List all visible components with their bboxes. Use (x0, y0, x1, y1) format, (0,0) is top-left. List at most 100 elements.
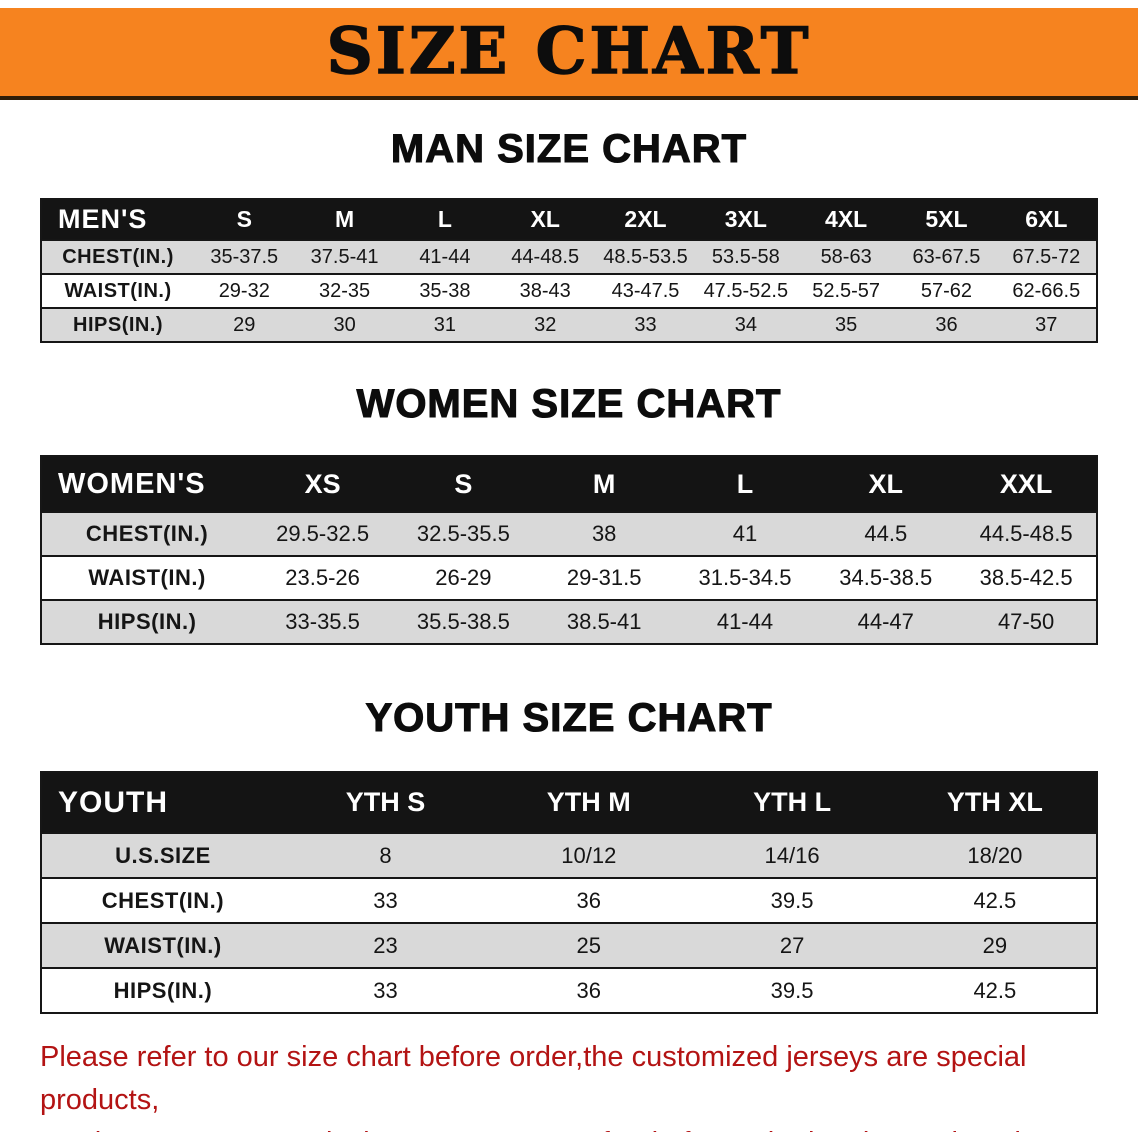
table-header-row: YOUTH YTH S YTH M YTH L YTH XL (41, 772, 1097, 833)
row-label: HIPS(IN.) (113, 977, 213, 1003)
table-header-row: MEN'S S M L XL 2XL 3XL 4XL 5XL 6XL (41, 199, 1097, 240)
size-value: 14/16 (764, 842, 820, 868)
size-value: 23.5-26 (285, 565, 360, 590)
size-value: 34 (734, 313, 757, 336)
size-value: 35 (835, 313, 858, 336)
size-value: 42.5 (973, 977, 1017, 1003)
table-row: WAIST(IN.) 23.5-26 26-29 29-31.5 31.5-34.5 34… (41, 556, 1097, 600)
size-value: 52.5-57 (812, 279, 881, 302)
size-value: 29-31.5 (566, 565, 642, 590)
row-label: WAIST(IN.) (104, 932, 222, 958)
women-size-table: WOMEN'S XS S M L XL XXL CHEST(IN.) 29.5-32.5 32.5… (40, 455, 1098, 645)
size-value: 44.5 (864, 521, 908, 546)
table-corner-label: WOMEN'S (41, 456, 253, 512)
size-value: 44-48.5 (511, 245, 580, 268)
size-value: 29 (233, 313, 256, 336)
size-column-header: M (294, 199, 395, 240)
size-column-header: S (392, 456, 534, 512)
row-label: WAIST(IN.) (64, 279, 172, 302)
size-column-header: 5XL (896, 199, 997, 240)
women-section-title: WOMEN SIZE CHART (356, 381, 782, 426)
size-column-header: YTH M (487, 772, 691, 833)
size-value: 39.5 (770, 977, 814, 1003)
size-value: 44-47 (857, 609, 914, 634)
size-value: 58-63 (820, 245, 872, 268)
youth-size-table: YOUTH YTH S YTH M YTH L YTH XL U.S.SIZE 8 10/12… (40, 771, 1098, 1014)
size-value: 36 (576, 977, 602, 1003)
size-column-header: YTH L (690, 772, 894, 833)
size-column-header: XS (252, 456, 393, 512)
size-value: 32 (534, 313, 557, 336)
size-column-header: YTH XL (893, 772, 1097, 833)
size-column-header: 4XL (795, 199, 897, 240)
size-value: 48.5-53.5 (603, 245, 688, 268)
size-value: 38.5-42.5 (979, 565, 1073, 590)
size-value: 47-50 (997, 609, 1055, 634)
table-row: HIPS(IN.) 29 30 31 32 33 34 35 36 37 (41, 308, 1097, 342)
size-value: 33 (373, 977, 398, 1003)
size-value: 37.5-41 (310, 245, 379, 268)
size-value: 23 (373, 932, 398, 958)
row-label: CHEST(IN.) (85, 521, 209, 546)
disclaimer: Please refer to our size chart before or… (40, 1036, 1100, 1132)
size-value: 29 (982, 932, 1008, 958)
size-value: 36 (576, 887, 602, 913)
youth-section-title: YOUTH SIZE CHART (365, 695, 773, 740)
size-value: 37 (1035, 313, 1058, 336)
size-value: 33 (634, 313, 657, 336)
size-value: 41-44 (716, 609, 774, 634)
size-value: 38 (591, 521, 617, 546)
size-value: 35-38 (419, 279, 471, 302)
disclaimer-line-2: we don't accept cancel, change, teturn o… (40, 1122, 1100, 1132)
men-size-table: MEN'S S M L XL 2XL 3XL 4XL 5XL 6XL CHEST(IN.) 35-37… (40, 198, 1098, 343)
size-value: 35-37.5 (210, 245, 279, 268)
size-column-header: L (674, 456, 816, 512)
size-value: 33-35.5 (285, 609, 360, 634)
row-label: HIPS(IN.) (73, 313, 164, 336)
men-section-title: MAN SIZE CHART (390, 126, 748, 171)
size-value: 53.5-58 (711, 245, 780, 268)
size-value: 38.5-41 (566, 609, 642, 634)
row-label: WAIST(IN.) (88, 565, 206, 590)
size-value: 39.5 (770, 887, 814, 913)
size-value: 18/20 (967, 842, 1023, 868)
row-label: CHEST(IN.) (101, 887, 225, 913)
men-section: MAN SIZE CHART MEN'S S M L XL 2XL 3XL 4XL 5XL 6XL… (0, 126, 1138, 343)
size-value: 35.5-38.5 (416, 609, 510, 634)
size-column-header: XL (495, 199, 596, 240)
table-header-row: WOMEN'S XS S M L XL XXL (41, 456, 1097, 512)
size-value: 10/12 (561, 842, 617, 868)
table-row: CHEST(IN.) 35-37.5 37.5-41 41-44 44-48.5 48.5… (41, 240, 1097, 274)
size-value: 63-67.5 (912, 245, 981, 268)
row-label: U.S.SIZE (115, 842, 211, 868)
table-row: WAIST(IN.) 29-32 32-35 35-38 38-43 43-47.5 47.… (41, 274, 1097, 308)
size-value: 33 (373, 887, 398, 913)
table-row: HIPS(IN.) 33 36 39.5 42.5 (41, 968, 1097, 1013)
size-column-header: XL (815, 456, 957, 512)
table-row: WAIST(IN.) 23 25 27 29 (41, 923, 1097, 968)
size-value: 30 (333, 313, 356, 336)
size-value: 34.5-38.5 (839, 565, 933, 590)
youth-section: YOUTH SIZE CHART YOUTH YTH S YTH M YTH L YTH… (0, 695, 1138, 1014)
size-value: 26-29 (435, 565, 492, 590)
table-row: HIPS(IN.) 33-35.5 35.5-38.5 38.5-41 41-44 44-… (41, 600, 1097, 644)
size-value: 47.5-52.5 (703, 279, 789, 302)
size-value: 31.5-34.5 (698, 565, 792, 590)
disclaimer-line-1: Please refer to our size chart before or… (40, 1041, 1027, 1116)
size-column-header: 2XL (595, 199, 696, 240)
size-value: 31 (433, 313, 457, 336)
size-value: 32-35 (319, 279, 371, 302)
size-value: 67.5-72 (1012, 245, 1081, 268)
size-value: 32.5-35.5 (416, 521, 510, 546)
size-value: 8 (379, 842, 392, 868)
size-column-header: YTH S (283, 772, 488, 833)
size-value: 38-43 (519, 279, 571, 302)
size-value: 27 (779, 932, 805, 958)
size-value: 62-66.5 (1012, 279, 1081, 302)
size-value: 29-32 (218, 279, 270, 302)
size-column-header: L (394, 199, 496, 240)
table-row: CHEST(IN.) 29.5-32.5 32.5-35.5 38 41 44.5 44.5… (41, 512, 1097, 556)
title-banner: SIZE CHART (0, 8, 1138, 100)
row-label: HIPS(IN.) (97, 609, 197, 634)
